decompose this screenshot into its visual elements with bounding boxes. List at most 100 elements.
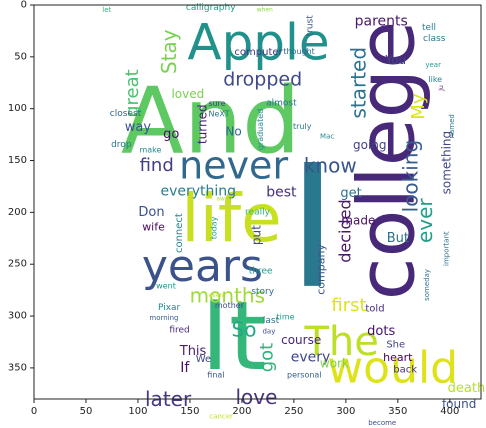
word-it: It [201,282,266,392]
word-dropped: dropped [223,69,302,91]
word-every: every [291,350,331,366]
word-found: found [442,397,476,411]
x-tick-label: 50 [80,406,93,417]
word-we: We [196,354,211,365]
word-no: No [225,124,241,138]
word-let: let [102,6,111,14]
word-never: never [179,144,288,188]
word-computer: computer [234,47,283,58]
word-first: first [331,295,366,316]
word-cancer: cancer [209,413,233,421]
word-trust: trust [306,15,316,37]
word-apple: Apple [187,13,329,71]
word-the: The [303,319,378,365]
word-morning: morning [149,314,178,322]
word-my: My [408,93,429,120]
word-something: something [440,131,454,195]
x-tick-label: 0 [31,406,37,417]
word-day: day [262,328,275,336]
word-ju: Ju [438,85,445,92]
x-tick-label: 100 [128,406,147,417]
word-ever: ever [413,198,437,243]
word-time: time [277,313,295,322]
word-company: company [314,244,327,295]
word-years: years [142,241,263,292]
word-year: year [425,61,441,69]
word-stay: Stay [157,29,181,74]
y-axis: 0 50 100 150 200 250 300 350 [8,0,34,373]
word-dots: dots [367,324,395,339]
word-life: life [181,180,282,257]
word-find: find [140,155,174,176]
x-tick-label: 200 [232,406,251,417]
word-she: She [386,340,405,351]
word-college: college [342,21,432,300]
word-turned: turned [195,104,209,144]
y-tick-label: 50 [14,51,27,62]
word-personal: personal [287,371,322,380]
word-put: put [249,225,263,245]
x-tick-label: 400 [440,406,459,417]
y-tick-label: 300 [8,311,27,322]
word-go: go [163,127,179,142]
word-going: going [353,138,387,152]
word-made: made [341,214,375,228]
x-tick-label: 350 [388,406,407,417]
word-months: months [190,283,265,307]
word-become: become [368,419,396,427]
word-back: back [393,364,417,375]
word-today: today [209,216,218,239]
y-tick-label: 0 [21,0,27,11]
axes-frame [33,4,482,400]
word-went: went [156,281,176,290]
word-pixar: Pixar [158,303,181,313]
word-don: Don [138,205,164,220]
word-wife: wife [142,220,165,233]
word-love: love [235,385,277,409]
word-heart: heart [383,351,413,364]
word-so: So [232,318,257,342]
word-class: class [423,34,446,44]
word-someday: someday [423,269,431,301]
x-tick-label: 150 [180,406,199,417]
word-calligraphy: calligraphy [186,3,236,13]
word-death: death [448,381,486,396]
word-work: work [320,357,349,371]
y-tick-label: 250 [8,259,27,270]
y-tick-label: 200 [8,207,27,218]
y-tick-label: 350 [8,362,27,373]
word-everything: everything [160,184,236,200]
word-course: course [281,333,321,347]
word-closest: closest [110,109,142,119]
word-like: like [428,75,442,84]
word-mac: Mac [320,133,334,141]
word-way: way [125,120,152,135]
word-this: This [179,344,207,359]
word-connect: connect [174,213,185,253]
word-next: NeXT [208,109,229,118]
word-fired: fired [169,326,189,336]
word-drop: drop [111,140,132,150]
word-looking: looking [398,140,422,213]
word-parents: parents [355,14,408,30]
word-away: away [216,195,232,202]
word-thought: thought [283,47,314,56]
word-when: when [257,7,273,14]
word-make: make [139,146,161,155]
x-tick-label: 250 [284,406,303,417]
word-three: three [249,266,273,276]
word-decided: decided [335,199,354,262]
word-even: even [209,292,224,299]
word-started: started [346,47,370,119]
word-you: You [384,53,406,67]
word-final: final [207,371,224,380]
word-but: But [387,231,409,246]
word-loved: loved [171,87,204,101]
word-graduated: graduated [256,109,265,150]
word-sure: sure [208,99,225,108]
word-told: told [365,303,384,314]
word-great: great [122,69,143,117]
